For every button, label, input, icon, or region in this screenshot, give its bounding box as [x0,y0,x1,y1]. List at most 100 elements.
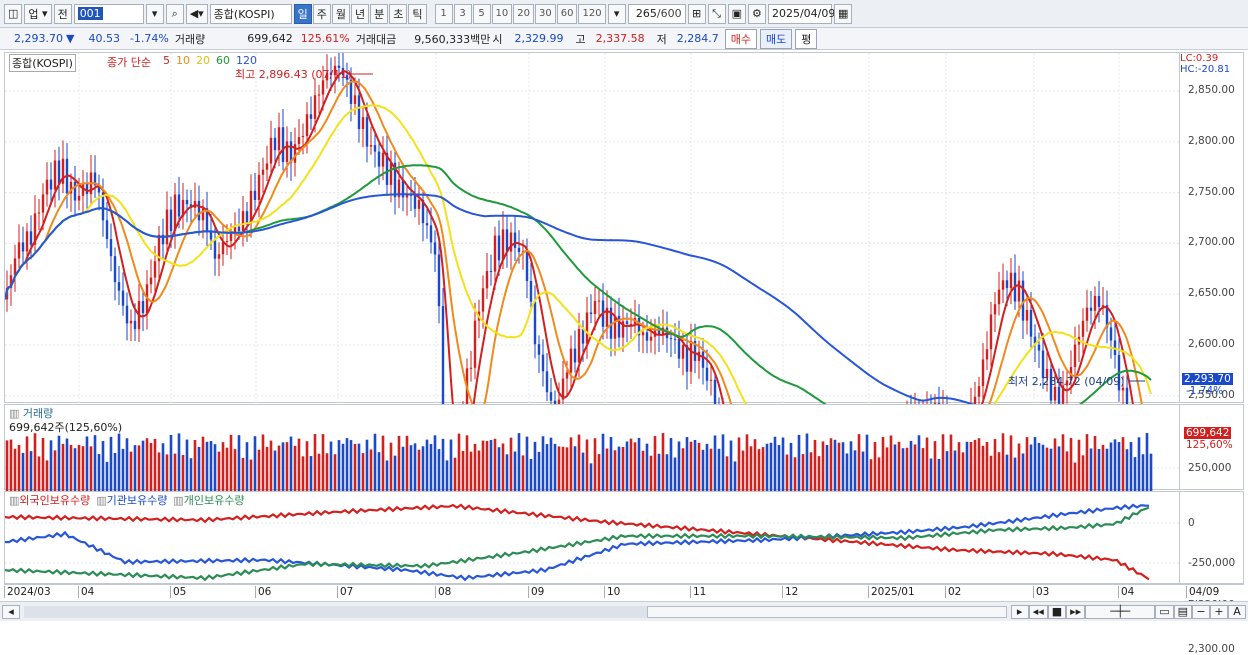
ma-legend-5: 5 [163,54,170,67]
interval-button-6[interactable]: 60 [556,3,578,24]
volume-value: 699,642 [247,32,293,45]
lc-label: LC:0.39 [1180,53,1219,64]
x-tick: 04/09 [1186,586,1219,598]
period-tab-2[interactable]: 월 [331,3,351,24]
volume-y-axis: 699,642 125,60% 250,000 [1180,404,1244,490]
ma-legend-10: 10 [176,54,190,67]
high-annotation: 최고 2,896.43 (07/11) [235,68,352,81]
open-label: 시 [492,32,503,46]
low-annotation: 최저 2,284.72 (04/09) [1008,375,1125,388]
interval-button-1[interactable]: 3 [453,3,472,24]
sound-icon[interactable]: ◀▾ [185,3,208,24]
scroll-track[interactable] [24,605,1007,618]
x-tick: 05 [170,586,186,598]
zoom-out-icon[interactable]: − [1192,604,1210,619]
zoom-slider[interactable]: ─┼─ [1085,604,1156,619]
volume-last-pct: 125,60% [1186,439,1233,451]
period-tab-6[interactable]: 틱 [408,3,427,24]
last-price-tag: 2,293.70 [1182,373,1233,385]
type-select[interactable]: 전 [53,3,72,24]
high-label: 고 [575,32,586,46]
ma-legend-20: 20 [196,54,210,67]
interval-button-4[interactable]: 20 [513,3,535,24]
stop-icon[interactable]: ■ [1047,604,1067,619]
market-select[interactable]: 업 ▾ [24,3,52,24]
code-dropdown-icon[interactable]: ▾ [145,3,164,24]
ma-legend-120: 120 [236,54,257,67]
ma-legend: 5 10 20 60 120 [163,54,257,67]
volume-tick: 250,000 [1188,462,1232,474]
period-tab-1[interactable]: 주 [312,3,331,24]
volume-panel-title: ▥ 거래량 [9,407,54,420]
holding-flow-panel[interactable]: ▥외국인보유수량 ▥기관보유수량 ▥개인보유수량 [4,491,1181,584]
search-icon[interactable]: ⌕ [165,3,184,24]
interval-button-0[interactable]: 1 [434,3,453,24]
interval-button-3[interactable]: 10 [491,3,513,24]
amount-label: 거래대금 [355,32,397,46]
price-y-axis: LC:0.39 HC:-20.81 2,850.00 2,800.00 2,750.… [1180,52,1244,655]
scroll-thumb[interactable] [646,605,1007,618]
holding-flow-chart [5,503,1181,582]
price-tick: 2,300.00 [1188,642,1235,655]
save-icon[interactable]: ▣ [727,3,746,24]
chart-menu-icon[interactable]: ◫ [4,3,23,24]
flow-tick-neg: -250,000 [1188,557,1236,569]
eval-button[interactable]: 평 [795,28,818,49]
interval-button-5[interactable]: 30 [535,3,556,24]
text-size-icon[interactable]: A [1228,604,1246,619]
draw-tool-icon[interactable]: ⤡ [707,3,726,24]
quote-bar: 2,293.70 ▼ 40.53 -1.74% 거래량 699,642 125.… [0,28,1248,50]
period-tab-3[interactable]: 년 [351,3,370,24]
code-input[interactable]: 001 [73,3,144,24]
indicator-icon[interactable]: ⊞ [687,3,706,24]
zoom-in-icon[interactable]: + [1210,604,1228,619]
volume-label: 거래량 [174,32,206,46]
x-tick: 10 [604,586,620,598]
price-chart-panel[interactable]: 종합(KOSPI) 종가 단순 5 10 20 60 120 최고 2,896.43 (… [4,52,1181,404]
hc-label: HC:-20.81 [1180,64,1231,75]
high-value: 2,337.58 [595,32,645,45]
play-icon[interactable]: ▸▸ [1066,604,1086,619]
interval-button-7[interactable]: 120 [578,3,606,24]
interval-button-2[interactable]: 5 [472,3,491,24]
last-pct-tag: -1.74% [1186,385,1224,397]
period-tab-4[interactable]: 분 [370,3,389,24]
legend-inst: ▥기관보유수량 [96,494,168,507]
x-tick: 2025/01 [868,586,915,598]
low-value: 2,284.7 [676,32,719,45]
volume-panel[interactable]: ▥ 거래량 699,642주(125,60%) [4,404,1181,491]
legend-foreign: ▥외국인보유수량 [9,494,91,507]
rewind-icon[interactable]: ◂◂ [1028,604,1048,619]
x-tick: 06 [255,586,271,598]
period-tab-0[interactable]: 일 [293,3,312,24]
layout-icon[interactable]: ▭ [1155,604,1174,619]
calendar-icon[interactable]: ▦ [833,3,853,24]
sell-button[interactable]: 매도 [760,28,793,49]
date-input[interactable]: 2025/04/09 [767,3,835,24]
gear-icon[interactable]: ⚙ [747,3,766,24]
scroll-left-icon[interactable]: ◂ [2,604,20,619]
legend-indiv: ▥개인보유수량 [173,494,245,507]
volume-pct: 125.61% [300,32,350,45]
low-label: 저 [656,32,667,46]
price-tick: 2,600.00 [1188,338,1235,350]
price-chart [5,53,1181,404]
price-tick: 2,700.00 [1188,236,1235,249]
period-tab-5[interactable]: 초 [389,3,408,24]
price-panel-title: 종합(KOSPI) [9,54,76,72]
buy-button[interactable]: 매수 [724,28,758,49]
x-tick: 03 [1033,586,1049,598]
scrollbar[interactable]: ◂ ▸ ◂◂ ■ ▸▸ ─┼─ ▭ ▤ − + A [0,601,1248,621]
x-tick: 04 [1118,586,1134,598]
split-icon[interactable]: ▤ [1173,604,1192,619]
flow-tick-zero: 0 [1188,517,1195,529]
x-tick: 11 [690,586,706,598]
count-input[interactable]: 265/600 [627,3,686,24]
interval-dropdown-icon[interactable]: ▾ [607,3,626,24]
x-tick: 09 [528,586,544,598]
scroll-right-icon[interactable]: ▸ [1010,604,1029,619]
price-change: 40.53 [88,32,120,45]
current-price: 2,293.70 [14,32,63,45]
